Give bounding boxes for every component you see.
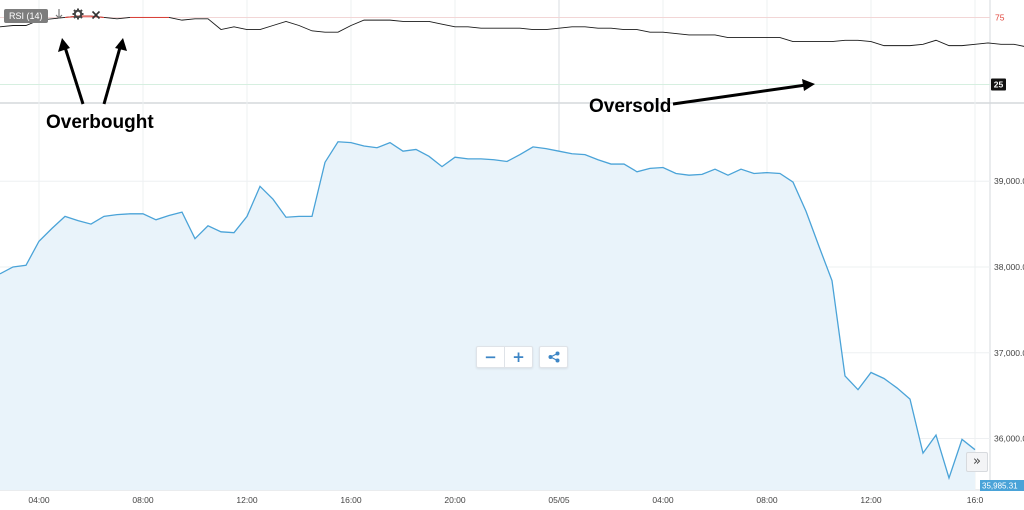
x-tick-label: 20:00 [444, 495, 466, 505]
price-current-badge [980, 480, 1024, 491]
price-panel [0, 141, 976, 490]
arrow-oversold [672, 83, 807, 106]
zoom-in-button[interactable]: + [504, 347, 532, 367]
x-tick-label: 08:00 [132, 495, 154, 505]
rsi-current-badge [991, 78, 1006, 91]
x-tick-label: 04:00 [652, 495, 674, 505]
close-icon[interactable] [89, 8, 103, 24]
x-tick-label: 04:00 [28, 495, 50, 505]
x-tick-label: 16:00 [340, 495, 362, 505]
rsi-line [0, 15, 1024, 47]
y-tick-label: 37,000.0 [994, 348, 1024, 358]
arrow-down-icon[interactable] [52, 8, 66, 24]
y-tick-label: 39,000.0 [994, 176, 1024, 186]
share-group [539, 346, 568, 368]
arrow-overbought-2-head [115, 38, 127, 51]
gear-icon[interactable] [71, 8, 85, 24]
rsi-current-value: 25 [994, 80, 1004, 90]
x-tick-label: 05/05 [548, 495, 570, 505]
x-tick-label: 16:0 [967, 495, 984, 505]
y-tick-label: 36,000.0 [994, 434, 1024, 444]
rsi-level-label: 75 [995, 12, 1005, 22]
arrow-overbought-1 [62, 43, 85, 105]
y-tick-label: 38,000.0 [994, 262, 1024, 272]
arrow-overbought-1-head [58, 38, 70, 52]
rsi-indicator-badge[interactable]: RSI (14) [4, 9, 48, 23]
zoom-out-button[interactable]: − [484, 348, 497, 366]
arrow-oversold-head [802, 79, 815, 91]
rsi-panel [0, 15, 1024, 47]
share-icon [548, 351, 559, 363]
x-tick-label: 12:00 [236, 495, 258, 505]
x-tick-label: 12:00 [860, 495, 882, 505]
oversold-annotation: Oversold [589, 96, 672, 117]
arrow-overbought-2 [102, 43, 123, 105]
axes: 04:00 08:00 12:00 16:00 20:00 05/05 04:00 08:00… [28, 12, 1024, 505]
share-button[interactable] [540, 347, 567, 367]
price-current-value: 35,985.31 [982, 482, 1018, 491]
annotation-arrows [58, 38, 815, 106]
price-line [0, 141, 976, 481]
overbought-annotation: Overbought [46, 112, 154, 133]
scroll-right-button[interactable]: » [966, 452, 988, 472]
zoom-controls: − + [476, 346, 568, 368]
zoom-group: − + [476, 346, 533, 368]
x-tick-label: 08:00 [756, 495, 778, 505]
price-area-fill [0, 141, 975, 490]
